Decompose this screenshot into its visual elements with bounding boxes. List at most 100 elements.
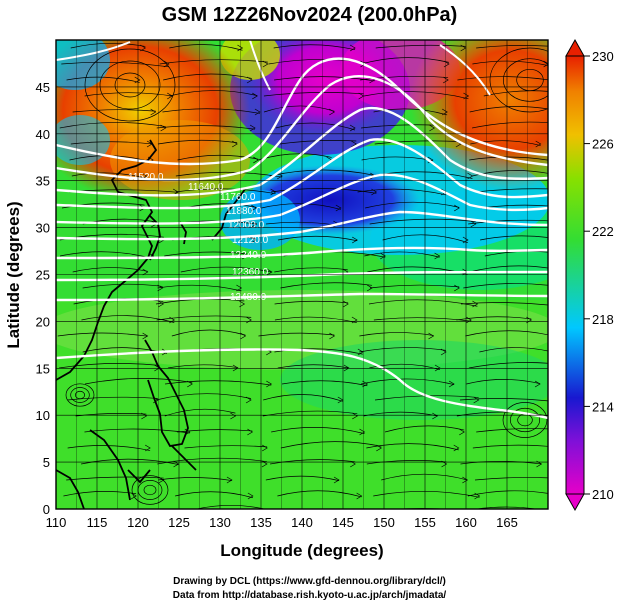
streamline xyxy=(71,172,147,179)
streamline xyxy=(167,364,238,369)
streamline xyxy=(373,317,472,322)
streamline-vortex xyxy=(502,402,548,438)
streamline-arrow xyxy=(157,284,164,292)
y-tick-label: 25 xyxy=(36,268,50,283)
streamline xyxy=(463,283,548,289)
streamline xyxy=(156,315,252,321)
streamline-arrow xyxy=(245,396,252,404)
streamline xyxy=(469,156,548,161)
streamline xyxy=(373,108,448,116)
streamline-arrow xyxy=(555,397,560,403)
streamline xyxy=(480,204,548,209)
streamline xyxy=(271,188,377,194)
streamline-arrow xyxy=(252,92,258,100)
contour-label: 12000.0 xyxy=(228,220,265,231)
streamline xyxy=(361,124,435,129)
credit-line-drawing: Drawing by DCL (https://www.gfd-dennou.o… xyxy=(173,576,446,587)
streamline xyxy=(156,125,256,130)
x-tick-label: 140 xyxy=(291,515,313,530)
streamline-arrow xyxy=(560,205,565,211)
streamline xyxy=(261,203,341,210)
streamline-arrow xyxy=(549,333,554,339)
streamline xyxy=(459,398,548,402)
streamline xyxy=(365,201,460,209)
streamline-arrow xyxy=(472,300,479,308)
streamline xyxy=(361,57,450,65)
streamline xyxy=(265,475,340,481)
streamline-arrow xyxy=(154,508,155,509)
streamline-vortex xyxy=(502,58,548,102)
streamline-arrow xyxy=(380,252,386,260)
contour-labels: 11520.0 11640.0 11760.0 11880.0 12000.0 … xyxy=(128,172,269,303)
streamline-arrow xyxy=(440,348,447,356)
streamline-arrow xyxy=(351,316,358,324)
streamline xyxy=(275,122,356,131)
contour-label: 12360.0 xyxy=(232,267,269,278)
colorbar-tick-label: 222 xyxy=(592,224,614,239)
streamline-arrow xyxy=(247,492,254,500)
contour-label: 11520.0 xyxy=(128,172,164,183)
streamline xyxy=(357,188,447,196)
contour-label: 12480.0 xyxy=(230,292,267,303)
streamline xyxy=(467,490,548,497)
streamline xyxy=(373,490,480,498)
y-tick-label: 10 xyxy=(36,408,50,423)
streamline-arrow xyxy=(357,348,364,356)
streamline-arrow xyxy=(251,220,258,228)
chart-title: GSM 12Z26Nov2024 (200.0hPa) xyxy=(161,4,458,26)
streamline-arrow xyxy=(459,428,465,436)
streamline-arrow xyxy=(549,221,554,227)
streamline-vortex xyxy=(65,383,95,407)
y-axis: 0 5 10 15 20 25 30 35 40 45 xyxy=(36,80,50,517)
streamline-vortex xyxy=(70,387,90,403)
streamline-arrow xyxy=(231,140,238,148)
streamline xyxy=(364,251,440,258)
streamline-arrow xyxy=(144,444,151,452)
streamline-arrow xyxy=(362,380,369,388)
streamline xyxy=(474,477,548,481)
streamline-arrow xyxy=(261,444,268,452)
streamline-arrow xyxy=(349,124,356,132)
streamline-arrow xyxy=(557,509,562,515)
streamline-arrow xyxy=(453,444,460,452)
streamline-arrow xyxy=(434,252,441,260)
streamline-arrow xyxy=(543,60,548,68)
streamline-arrow xyxy=(441,108,448,116)
streamline xyxy=(360,75,449,81)
x-tick-label: 155 xyxy=(414,515,436,530)
streamline-vortex xyxy=(131,475,169,505)
streamline xyxy=(280,282,373,289)
streamline xyxy=(472,444,548,449)
streamline-arrow xyxy=(550,77,555,83)
colorbar-tick-label: 226 xyxy=(592,137,614,152)
streamline-arrow xyxy=(465,316,472,324)
streamline-arrow xyxy=(552,349,557,355)
streamline-arrow xyxy=(442,76,449,84)
streamline-arrow xyxy=(463,92,470,100)
y-tick-label: 30 xyxy=(36,221,50,236)
streamline-arrow xyxy=(429,124,436,132)
streamline xyxy=(271,427,365,434)
streamline-arrow xyxy=(167,92,173,100)
streamline xyxy=(366,460,447,465)
streamline-arrow xyxy=(473,396,480,404)
streamline-arrow xyxy=(333,476,340,484)
streamline xyxy=(281,380,368,387)
streamline xyxy=(277,364,349,369)
streamline xyxy=(263,105,335,113)
x-tick-label: 120 xyxy=(127,515,149,530)
x-tick-label: 165 xyxy=(496,515,518,530)
streamline-arrow xyxy=(564,45,569,51)
streamline xyxy=(460,302,548,306)
colorbar: 210 214 218 222 226 230 xyxy=(565,38,614,512)
streamline xyxy=(364,91,469,100)
streamline xyxy=(375,44,466,49)
credit-line-data: Data from http://database.rish.kyoto-u.a… xyxy=(172,590,447,601)
streamline-arrow xyxy=(454,284,460,292)
streamline-vortex xyxy=(84,48,176,122)
streamline-arrow xyxy=(342,300,349,308)
x-axis: 110 115 120 125 130 135 140 145 150 155 160 165 xyxy=(46,515,518,530)
streamline xyxy=(171,329,246,337)
streamline xyxy=(258,332,335,337)
